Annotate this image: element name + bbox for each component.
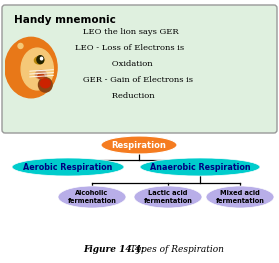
Text: Lactic acid
fermentation: Lactic acid fermentation — [144, 190, 193, 204]
Ellipse shape — [21, 48, 53, 90]
Ellipse shape — [101, 136, 177, 154]
Text: Anaerobic Respiration: Anaerobic Respiration — [150, 163, 250, 171]
Ellipse shape — [134, 186, 202, 208]
Ellipse shape — [206, 186, 274, 208]
Circle shape — [37, 56, 44, 64]
Text: Alcoholic
fermentation: Alcoholic fermentation — [68, 190, 116, 204]
Ellipse shape — [35, 70, 47, 79]
Text: Respiration: Respiration — [112, 140, 167, 149]
Circle shape — [5, 37, 57, 98]
Ellipse shape — [12, 158, 124, 176]
Text: LEO the lion says GER: LEO the lion says GER — [75, 28, 179, 36]
Text: LEO - Loss of Electrons is: LEO - Loss of Electrons is — [75, 44, 184, 52]
Ellipse shape — [34, 57, 44, 64]
FancyBboxPatch shape — [2, 5, 277, 133]
Ellipse shape — [39, 78, 52, 92]
Ellipse shape — [140, 158, 260, 176]
Ellipse shape — [38, 74, 44, 79]
Text: GER - Gain of Electrons is: GER - Gain of Electrons is — [75, 76, 193, 84]
Ellipse shape — [58, 186, 126, 208]
Text: Aerobic Respiration: Aerobic Respiration — [23, 163, 113, 171]
Text: Handy mnemonic: Handy mnemonic — [14, 15, 116, 25]
Ellipse shape — [16, 42, 25, 50]
Ellipse shape — [40, 79, 50, 88]
Text: Types of Respiration: Types of Respiration — [127, 245, 224, 255]
Text: Mixed acid
fermentation: Mixed acid fermentation — [216, 190, 264, 204]
Text: Oxidation: Oxidation — [75, 60, 153, 68]
Ellipse shape — [18, 43, 23, 48]
Circle shape — [40, 57, 43, 60]
Text: Figure 14.4:: Figure 14.4: — [83, 245, 144, 255]
Text: Reduction: Reduction — [75, 92, 155, 100]
